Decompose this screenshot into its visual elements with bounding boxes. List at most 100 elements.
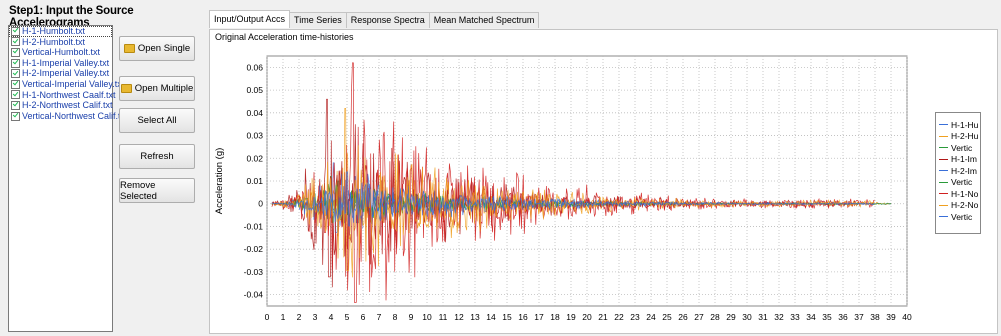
y-tick-label: 0.02 bbox=[246, 153, 263, 163]
file-name: H-1-Humbolt.txt bbox=[22, 26, 86, 36]
y-tick-label: 0.03 bbox=[246, 131, 263, 141]
x-tick-label: 3 bbox=[313, 312, 318, 322]
legend-entry: H-2-No bbox=[936, 200, 980, 212]
legend-label: H-1-Hu bbox=[951, 119, 979, 130]
x-tick-label: 7 bbox=[377, 312, 382, 322]
x-tick-label: 8 bbox=[393, 312, 398, 322]
chart-legend: H-1-Hu H-2-Hu Vertic H-1-Im H-2-Im Vertic H-1-… bbox=[935, 112, 981, 234]
x-tick-label: 33 bbox=[790, 312, 800, 322]
select-all-button[interactable]: Select All bbox=[119, 108, 195, 133]
legend-swatch bbox=[939, 181, 948, 183]
legend-swatch bbox=[939, 193, 948, 195]
checkbox[interactable] bbox=[11, 79, 20, 89]
file-list-item[interactable]: H-1-Imperial Valley.txt bbox=[9, 58, 112, 69]
legend-swatch bbox=[939, 135, 948, 137]
source-accelerograms-panel: Step1: Input the Source Accelerograms H-… bbox=[0, 0, 205, 336]
y-tick-label: -0.03 bbox=[244, 267, 264, 277]
file-name: H-2-Northwest Calif.txt bbox=[22, 100, 113, 111]
x-tick-label: 40 bbox=[902, 312, 912, 322]
x-tick-label: 35 bbox=[822, 312, 832, 322]
x-tick-label: 15 bbox=[502, 312, 512, 322]
file-list-item[interactable]: H-2-Imperial Valley.txt bbox=[9, 68, 112, 79]
tab-mean-matched-spectrum[interactable]: Mean Matched Spectrum bbox=[428, 12, 540, 28]
legend-label: Vertic bbox=[951, 177, 973, 188]
checkbox[interactable] bbox=[11, 37, 20, 47]
x-tick-label: 5 bbox=[345, 312, 350, 322]
x-tick-label: 30 bbox=[742, 312, 752, 322]
x-tick-label: 12 bbox=[454, 312, 464, 322]
y-tick-label: 0.06 bbox=[246, 62, 263, 72]
checkbox[interactable] bbox=[11, 111, 20, 121]
file-name: Vertical-Imperial Valley.txt bbox=[22, 78, 125, 89]
file-list-item[interactable]: H-1-Humbolt.txt bbox=[9, 26, 112, 37]
x-tick-label: 23 bbox=[630, 312, 640, 322]
checkbox[interactable] bbox=[11, 100, 20, 110]
legend-label: Vertic bbox=[951, 142, 973, 153]
legend-swatch bbox=[939, 170, 948, 172]
x-tick-label: 14 bbox=[486, 312, 496, 322]
legend-label: H-2-Hu bbox=[951, 131, 979, 142]
select-all-label: Select All bbox=[137, 115, 177, 126]
x-tick-label: 20 bbox=[582, 312, 592, 322]
x-tick-label: 9 bbox=[409, 312, 414, 322]
x-tick-label: 34 bbox=[806, 312, 816, 322]
x-tick-label: 26 bbox=[678, 312, 688, 322]
y-tick-label: 0.05 bbox=[246, 85, 263, 95]
open-single-button[interactable]: Open Single bbox=[119, 36, 195, 61]
file-list[interactable]: H-1-Humbolt.txt H-2-Humbolt.txt Vertical-H… bbox=[8, 25, 128, 332]
x-tick-label: 31 bbox=[758, 312, 768, 322]
x-tick-label: 22 bbox=[614, 312, 624, 322]
x-tick-label: 27 bbox=[694, 312, 704, 322]
x-tick-label: 37 bbox=[854, 312, 864, 322]
x-tick-label: 28 bbox=[710, 312, 720, 322]
x-tick-label: 1 bbox=[281, 312, 286, 322]
y-tick-label: -0.04 bbox=[244, 290, 264, 300]
file-list-item[interactable]: Vertical-Imperial Valley.txt bbox=[9, 79, 124, 90]
refresh-button[interactable]: Refresh bbox=[119, 144, 195, 169]
legend-label: H-1-No bbox=[951, 188, 979, 199]
open-multiple-label: Open Multiple bbox=[134, 83, 194, 94]
x-tick-label: 6 bbox=[361, 312, 366, 322]
acceleration-chart: 0 1 2 3 4 5 6 7 8 9 10 11 12 13 14 15 16 17 18 19 20 21 22 23 24… bbox=[214, 55, 912, 322]
tab-input-output-accs[interactable]: Input/Output Accs bbox=[209, 10, 291, 28]
checkbox[interactable] bbox=[11, 90, 20, 100]
open-multiple-button[interactable]: Open Multiple bbox=[119, 76, 195, 101]
series-line bbox=[271, 171, 875, 227]
checkbox[interactable] bbox=[11, 26, 20, 36]
y-tick-label: 0.01 bbox=[246, 176, 263, 186]
open-single-label: Open Single bbox=[137, 43, 191, 54]
x-tick-label: 2 bbox=[297, 312, 302, 322]
x-tick-label: 13 bbox=[470, 312, 480, 322]
legend-entry: H-1-No bbox=[936, 188, 980, 200]
file-list-item[interactable]: Vertical-Northwest Calif.txt bbox=[9, 111, 128, 122]
legend-swatch bbox=[939, 216, 948, 218]
checkbox[interactable] bbox=[11, 47, 20, 57]
legend-entry: H-2-Hu bbox=[936, 131, 980, 143]
file-list-item[interactable]: H-2-Humbolt.txt bbox=[9, 37, 112, 48]
legend-swatch bbox=[939, 204, 948, 206]
file-list-item[interactable]: H-2-Northwest Calif.txt bbox=[9, 100, 113, 111]
legend-swatch bbox=[939, 158, 948, 160]
remove-selected-label: Remove Selected bbox=[120, 179, 157, 202]
legend-entry: H-1-Im bbox=[936, 154, 980, 166]
file-list-item[interactable]: Vertical-Humbolt.txt bbox=[9, 47, 112, 58]
y-tick-label: -0.01 bbox=[244, 221, 264, 231]
folder-icon bbox=[123, 44, 135, 53]
x-tick-label: 10 bbox=[422, 312, 432, 322]
checkbox[interactable] bbox=[11, 69, 20, 79]
tab-response-spectra[interactable]: Response Spectra bbox=[345, 12, 430, 28]
remove-selected-button[interactable]: Remove Selected bbox=[119, 178, 195, 203]
legend-entry: H-2-Im bbox=[936, 165, 980, 177]
x-tick-label: 38 bbox=[870, 312, 880, 322]
x-tick-label: 11 bbox=[439, 312, 448, 322]
legend-label: Vertic bbox=[951, 211, 973, 222]
x-tick-label: 25 bbox=[662, 312, 672, 322]
legend-entry: Vertic bbox=[936, 211, 980, 223]
tab-time-series[interactable]: Time Series bbox=[289, 12, 347, 28]
x-tick-label: 24 bbox=[646, 312, 656, 322]
checkbox[interactable] bbox=[11, 58, 20, 68]
y-axis-label: Acceleration (g) bbox=[214, 148, 225, 215]
x-tick-label: 16 bbox=[518, 312, 528, 322]
y-tick-label: 0 bbox=[258, 199, 263, 209]
file-list-item[interactable]: H-1-Northwest Caalf.txt bbox=[9, 90, 116, 101]
